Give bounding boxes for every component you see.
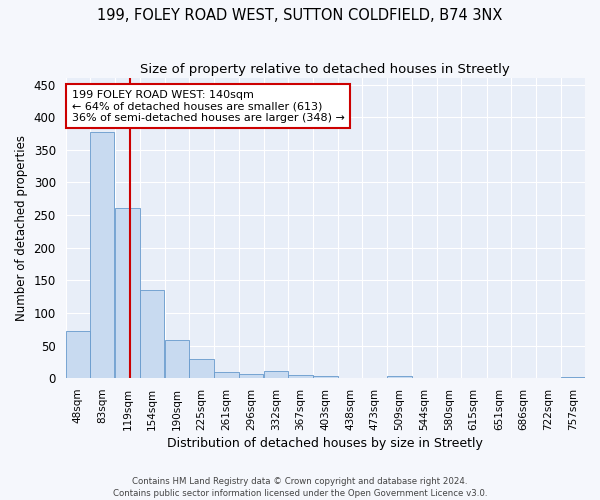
Bar (388, 376, 412, 378)
Bar (560, 377, 585, 378)
Bar (164, 340, 189, 378)
Bar (288, 375, 313, 378)
Title: Size of property relative to detached houses in Streetly: Size of property relative to detached ho… (140, 62, 510, 76)
Bar (214, 372, 239, 378)
X-axis label: Distribution of detached houses by size in Streetly: Distribution of detached houses by size … (167, 437, 483, 450)
Bar (313, 376, 338, 378)
Bar (90, 132, 115, 378)
Bar (65, 331, 90, 378)
Bar (239, 374, 263, 378)
Bar (189, 358, 214, 378)
Y-axis label: Number of detached properties: Number of detached properties (15, 135, 28, 321)
Bar (140, 290, 164, 378)
Text: Contains HM Land Registry data © Crown copyright and database right 2024.
Contai: Contains HM Land Registry data © Crown c… (113, 476, 487, 498)
Text: 199, FOLEY ROAD WEST, SUTTON COLDFIELD, B74 3NX: 199, FOLEY ROAD WEST, SUTTON COLDFIELD, … (97, 8, 503, 22)
Text: 199 FOLEY ROAD WEST: 140sqm
← 64% of detached houses are smaller (613)
36% of se: 199 FOLEY ROAD WEST: 140sqm ← 64% of det… (72, 90, 344, 122)
Bar (264, 371, 288, 378)
Bar (115, 208, 140, 378)
